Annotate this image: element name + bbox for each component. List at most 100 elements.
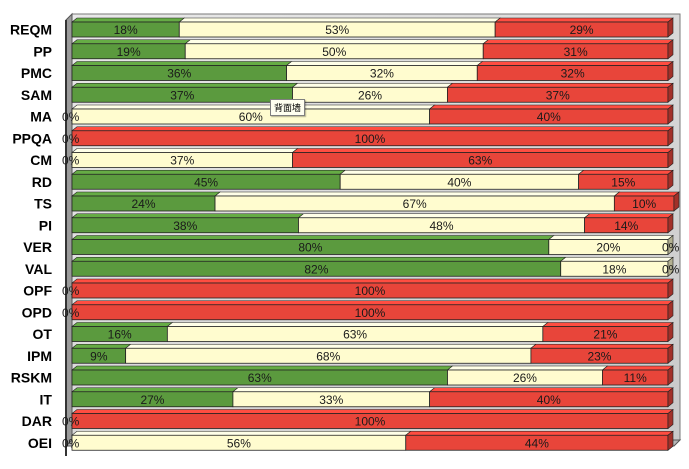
bar-end-face: [667, 17, 674, 38]
category-label: IPM: [27, 348, 52, 364]
data-label: 32%: [370, 67, 394, 81]
bar-end-face: [667, 408, 674, 430]
data-label: 53%: [325, 23, 349, 37]
bar-segment-not-achieved: [541, 322, 674, 342]
data-label: 0%: [62, 436, 80, 450]
data-label: 40%: [537, 110, 561, 124]
bar-segment-achieved: [71, 169, 347, 190]
bar-segment-not-achieved: [71, 126, 674, 147]
category-label: REQM: [10, 22, 52, 38]
data-label: 38%: [173, 219, 197, 233]
data-label: 48%: [430, 219, 454, 233]
bar-segment-partial: [232, 387, 436, 408]
data-label: 100%: [355, 132, 386, 146]
data-label: 68%: [316, 349, 340, 363]
data-label: 16%: [108, 328, 132, 342]
data-label: 11%: [624, 371, 647, 385]
data-label: 33%: [319, 393, 343, 407]
data-label: 32%: [561, 67, 585, 81]
data-label: 100%: [355, 415, 386, 429]
bar-end-face: [667, 39, 674, 60]
data-label: 37%: [170, 154, 194, 168]
bar-segment-partial: [339, 169, 585, 190]
category-label: SAM: [21, 87, 52, 103]
category-label: MA: [30, 109, 52, 125]
category-label: CM: [30, 152, 52, 168]
labels-group: REQM 18% 53% 29% PP 19% 50% 31% PMC 36% 32% 32% SAM 3…: [10, 22, 680, 451]
bar-end-face: [667, 387, 674, 408]
bar-end-face: [667, 365, 674, 386]
data-label: 0%: [62, 306, 80, 320]
data-label: 50%: [322, 45, 346, 59]
category-label: DAR: [22, 413, 52, 429]
data-label: 14%: [614, 219, 638, 233]
data-label: 29%: [570, 23, 594, 37]
bar-end-face: [667, 278, 674, 299]
bar-segment-partial: [297, 213, 591, 234]
bars-group: [71, 17, 680, 451]
data-label: 36%: [167, 67, 191, 81]
bar-segment-partial: [291, 82, 454, 103]
data-label: 44%: [525, 436, 549, 450]
bar-end-face: [667, 430, 674, 451]
data-label: 63%: [468, 154, 492, 168]
bar-end-face: [667, 321, 674, 343]
bar-segment-partial: [214, 191, 621, 212]
bar-end-face: [667, 126, 674, 147]
category-label: OPF: [23, 283, 52, 299]
data-label: 0%: [62, 110, 80, 124]
bar-segment-not-achieved: [476, 61, 674, 81]
data-label: 20%: [596, 241, 620, 255]
bar-segment-achieved: [71, 256, 567, 277]
bar-segment-not-achieved: [583, 213, 674, 234]
data-label: 37%: [546, 88, 570, 102]
data-label: 18%: [114, 23, 138, 37]
bar-end-face: [667, 169, 674, 190]
bar-end-face: [667, 234, 674, 256]
category-label: PP: [33, 43, 52, 59]
data-label: 0%: [62, 415, 80, 429]
data-label: 37%: [170, 88, 194, 102]
bar-end-face: [667, 343, 674, 364]
data-label: 0%: [62, 284, 80, 298]
bar-end-face: [667, 60, 674, 82]
bar-end-face: [667, 82, 674, 103]
bar-end-face: [667, 256, 674, 277]
data-label: 63%: [248, 371, 272, 385]
data-label: 0%: [662, 262, 680, 276]
category-label: PMC: [21, 65, 52, 81]
bar-segment-partial: [178, 17, 502, 38]
tooltip: 背面墙: [270, 99, 306, 116]
category-label: PI: [39, 217, 52, 233]
data-label: 40%: [537, 393, 561, 407]
bar-segment-not-achieved: [291, 148, 674, 168]
data-label: 67%: [403, 197, 427, 211]
data-label: 80%: [298, 241, 322, 255]
data-label: 40%: [447, 175, 471, 189]
bar-segment-not-achieved: [577, 169, 674, 190]
bar-end-face: [667, 213, 674, 234]
bar-segment-achieved: [71, 365, 454, 386]
data-label: 26%: [358, 88, 382, 102]
bar-segment-partial: [166, 322, 549, 342]
data-label: 23%: [587, 349, 611, 363]
category-label: OEI: [28, 435, 52, 451]
data-label: 0%: [662, 241, 680, 255]
bar-segment-partial: [71, 104, 436, 125]
data-label: 31%: [564, 45, 588, 59]
data-label: 26%: [513, 371, 537, 385]
category-label: TS: [34, 196, 52, 212]
data-label: 0%: [62, 154, 80, 168]
category-label: RSKM: [11, 370, 52, 386]
data-label: 60%: [239, 110, 263, 124]
data-label: 0%: [62, 132, 80, 146]
data-label: 10%: [632, 197, 656, 211]
data-label: 63%: [343, 328, 367, 342]
category-label: RD: [32, 174, 52, 190]
bar-segment-achieved: [71, 235, 555, 255]
bar-end-face: [673, 191, 680, 212]
bar-segment-not-achieved: [494, 17, 674, 38]
data-label: 100%: [355, 306, 386, 320]
bar-end-face: [667, 104, 674, 125]
data-label: 82%: [304, 262, 328, 276]
